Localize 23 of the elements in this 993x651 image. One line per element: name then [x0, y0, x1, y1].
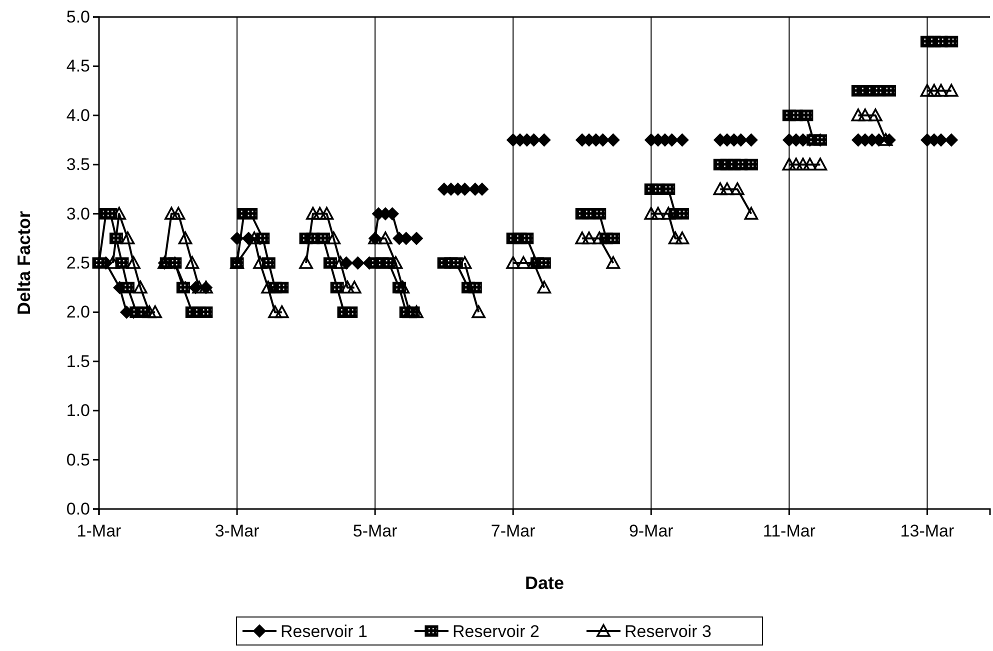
y-tick-label: 3.5 [66, 155, 90, 174]
y-tick-label: 3.0 [66, 204, 90, 224]
y-tick-label: 5.0 [66, 7, 90, 26]
x-tick-label: 3-Mar [214, 522, 260, 541]
x-tick-label: 7-Mar [490, 522, 536, 541]
y-tick-label: 2.5 [66, 253, 90, 272]
y-tick-label: 1.0 [66, 401, 90, 420]
y-tick-label: 2.0 [66, 302, 90, 322]
y-tick-label: 4.0 [66, 106, 90, 125]
y-tick-label: 4.5 [66, 56, 90, 76]
legend-label: Reservoir 1 [280, 622, 368, 641]
x-tick-label: 9-Mar [628, 522, 674, 541]
x-axis-title: Date [524, 573, 564, 593]
x-tick-label: 1-Mar [76, 522, 122, 541]
y-axis-title: Delta Factor [14, 210, 34, 316]
x-tick-label: 11-Mar [762, 522, 816, 541]
y-tick-label: 0.0 [66, 499, 90, 518]
legend-label: Reservoir 3 [624, 622, 712, 641]
y-tick-label: 1.5 [66, 352, 90, 371]
x-tick-label: 13-Mar [900, 522, 954, 541]
x-tick-label: 5-Mar [352, 522, 398, 541]
legend-label: Reservoir 2 [452, 622, 540, 641]
y-tick-label: 0.5 [66, 450, 90, 470]
